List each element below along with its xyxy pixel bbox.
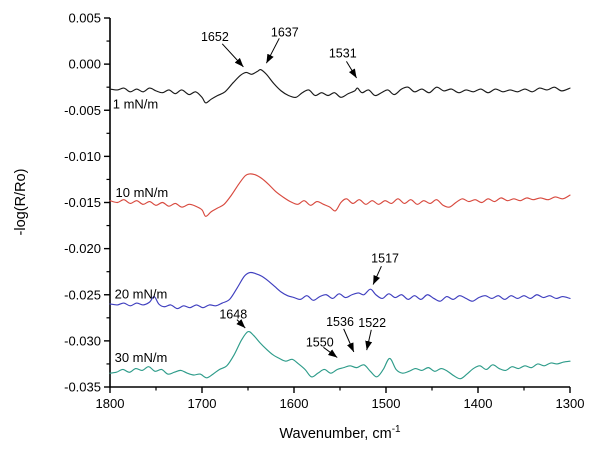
axis-frame — [109, 18, 570, 388]
peak-annotations: 1652 1637 1531 1517 1648 1550 1536 1522 — [201, 25, 399, 358]
annotation-arrow-1652 — [221, 43, 244, 68]
y-tick-label: -0.030 — [64, 333, 101, 348]
x-tick-label: 1300 — [556, 396, 585, 411]
x-tick-label: 1600 — [280, 396, 309, 411]
x-axis-title-main: Wavenumber, cm — [279, 426, 391, 442]
annotation-label-1531: 1531 — [329, 47, 357, 61]
x-tick-label: 1800 — [96, 396, 125, 411]
annotation-label-1522: 1522 — [358, 316, 386, 330]
series-line-1 — [109, 173, 571, 217]
annotation-arrow-1637 — [265, 38, 280, 64]
x-axis-title-superscript: -1 — [392, 424, 401, 435]
annotation-arrow-1517 — [372, 265, 382, 285]
annotation-label-1536: 1536 — [326, 315, 354, 329]
x-tick-label: 1500 — [372, 396, 401, 411]
annotation-label-1648: 1648 — [219, 308, 247, 322]
y-tick-label: -0.015 — [64, 195, 101, 210]
annotation-label-1550: 1550 — [306, 335, 334, 349]
series-label-3: 30 mN/m — [115, 350, 168, 365]
series-labels: 1 mN/m 10 mN/m 20 mN/m 30 mN/m — [113, 96, 168, 365]
y-tick-label: -0.005 — [64, 103, 101, 118]
annotation-arrow-1531 — [346, 61, 357, 79]
annotation-arrow-1536 — [343, 328, 355, 353]
annotation-label-1637: 1637 — [271, 25, 299, 39]
axis-ticks: 0.005 0.000 -0.005 -0.010 -0.015 -0.020 -0.025… — [64, 11, 584, 412]
annotation-arrow-1648 — [236, 319, 246, 329]
series-line-2 — [109, 271, 571, 310]
y-tick-label: 0.005 — [68, 11, 101, 26]
x-tick-label: 1400 — [464, 396, 493, 411]
annotation-label-1652: 1652 — [201, 30, 229, 44]
series-label-1: 10 mN/m — [116, 185, 169, 200]
y-tick-label: 0.000 — [68, 57, 101, 72]
annotation-arrow-1550 — [323, 346, 338, 358]
series-line-0 — [109, 69, 571, 104]
annotation-arrow-1522 — [365, 329, 373, 351]
y-tick-label: -0.010 — [64, 149, 101, 164]
y-tick-label: -0.035 — [64, 380, 101, 395]
y-tick-label: -0.020 — [64, 241, 101, 256]
y-tick-label: -0.025 — [64, 287, 101, 302]
series-label-2: 20 mN/m — [115, 286, 168, 301]
annotation-label-1517: 1517 — [371, 251, 399, 265]
x-tick-label: 1700 — [188, 396, 217, 411]
y-axis-title: -log(R/Ro) — [13, 169, 29, 236]
axes — [109, 18, 570, 388]
series-label-0: 1 mN/m — [113, 96, 159, 111]
series-lines — [109, 69, 571, 380]
series-line-3 — [109, 330, 571, 380]
x-axis-title: Wavenumber, cm-1 — [279, 424, 401, 442]
